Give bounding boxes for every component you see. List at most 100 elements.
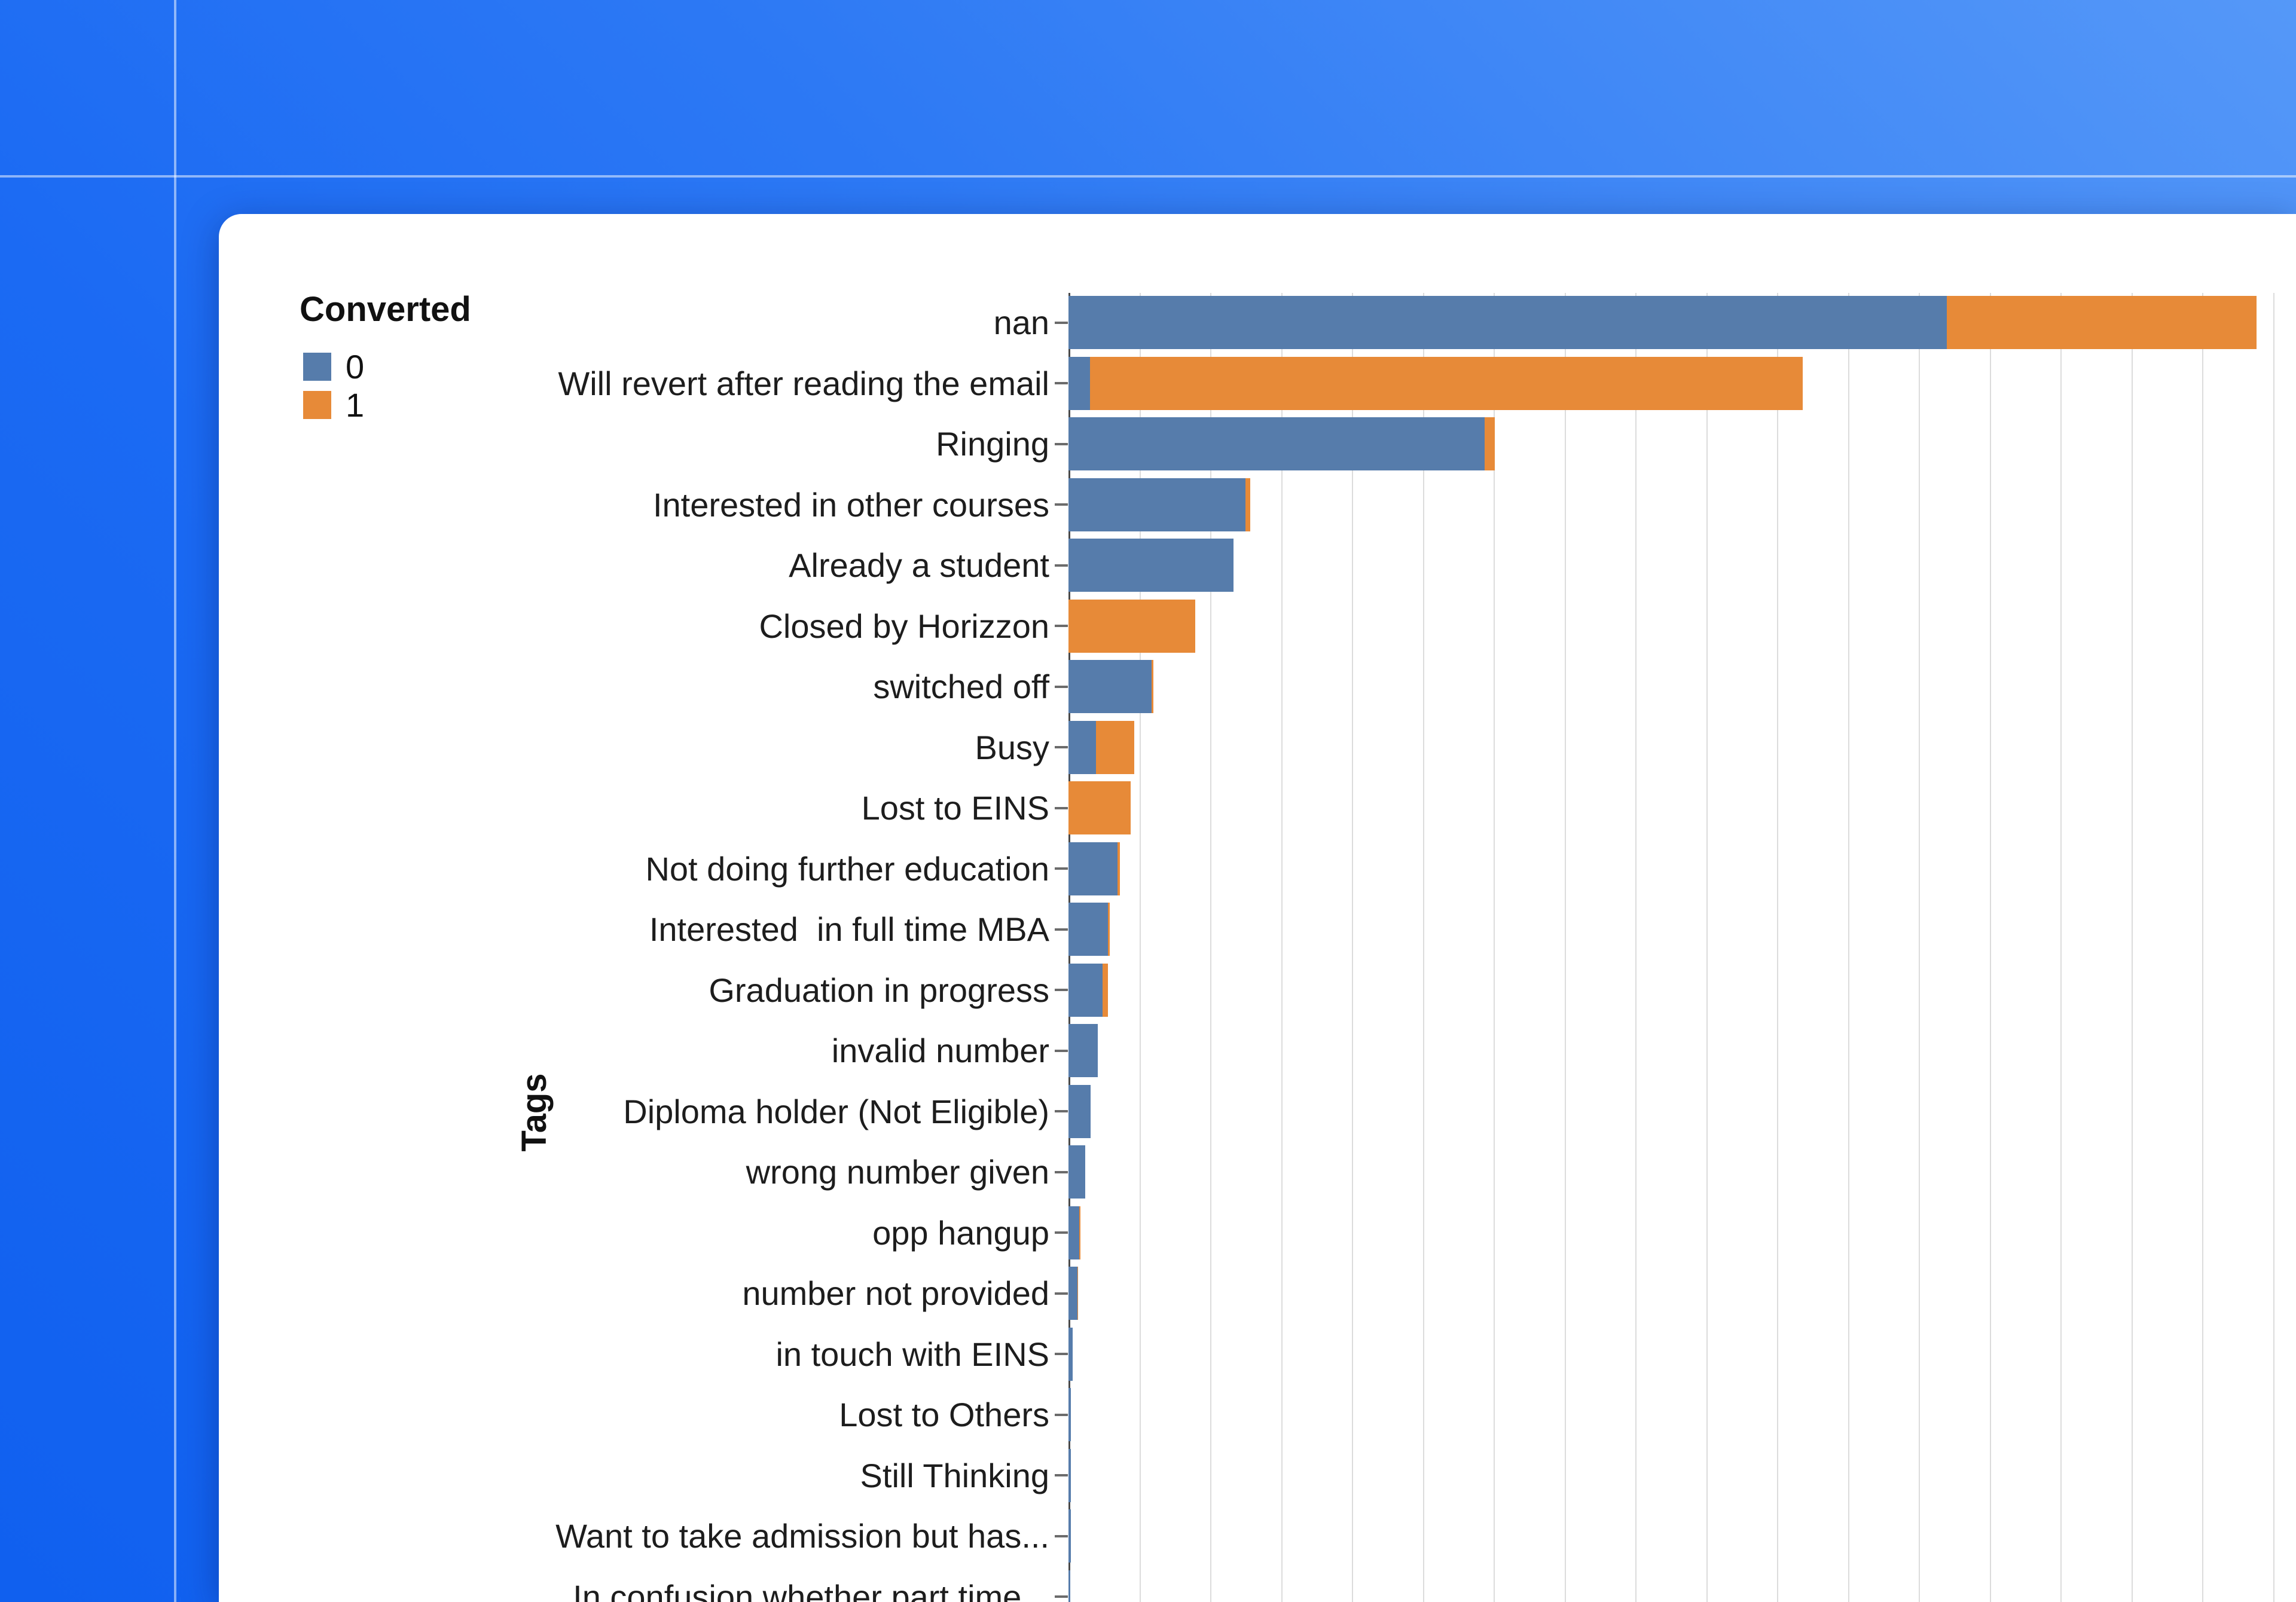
y-tick-mark-icon bbox=[1055, 867, 1068, 870]
y-tick-label: Busy bbox=[975, 728, 1050, 766]
y-tick-mark-icon bbox=[1055, 625, 1068, 627]
bar-converted-1 bbox=[1152, 660, 1154, 713]
y-tick-label: Still Thinking bbox=[860, 1456, 1049, 1494]
bar-converted-0 bbox=[1068, 1206, 1079, 1259]
gridline bbox=[1139, 293, 1141, 1602]
legend-item: 1 bbox=[303, 386, 471, 424]
gridline bbox=[1635, 293, 1636, 1602]
gridline bbox=[2060, 293, 2062, 1602]
chart-card: Converted 0 1 Tags nan Will revert after… bbox=[219, 214, 2296, 1602]
bar-converted-0 bbox=[1068, 296, 1947, 349]
legend-swatch bbox=[303, 352, 331, 381]
y-tick-label: Will revert after reading the email bbox=[558, 364, 1049, 402]
bar-converted-1 bbox=[1103, 963, 1108, 1017]
bar-converted-0 bbox=[1068, 1267, 1077, 1320]
bar-converted-1 bbox=[1089, 356, 1803, 410]
bar-converted-1 bbox=[1118, 842, 1120, 895]
y-tick-label: Interested in other courses bbox=[652, 485, 1049, 524]
bar-converted-0 bbox=[1068, 963, 1103, 1017]
bar-converted-0 bbox=[1068, 1570, 1070, 1602]
gridline bbox=[1210, 293, 1211, 1602]
horizontal-guide-line bbox=[0, 175, 2296, 178]
bar-converted-1 bbox=[1077, 1267, 1078, 1320]
y-tick-label: opp hangup bbox=[872, 1213, 1049, 1252]
bar-converted-0 bbox=[1068, 539, 1234, 592]
y-tick-label: Not doing further education bbox=[645, 849, 1049, 888]
y-tick-label: switched off bbox=[873, 668, 1049, 705]
gridline bbox=[1564, 293, 1566, 1602]
y-tick-label: Want to take admission but has... bbox=[555, 1517, 1049, 1555]
legend-title: Converted bbox=[300, 290, 471, 329]
gridline bbox=[1706, 293, 1708, 1602]
bar-converted-1 bbox=[1068, 599, 1196, 653]
legend-swatch bbox=[303, 390, 331, 419]
y-tick-mark-icon bbox=[1055, 1353, 1068, 1355]
bar-converted-1 bbox=[1068, 781, 1131, 834]
bar-converted-0 bbox=[1068, 1024, 1098, 1077]
gridline bbox=[2273, 293, 2274, 1602]
y-tick-label: Ringing bbox=[936, 425, 1049, 463]
bar-converted-1 bbox=[1484, 417, 1495, 470]
y-tick-label: Already a student bbox=[789, 546, 1049, 584]
bar-converted-1 bbox=[1079, 1206, 1080, 1259]
y-tick-mark-icon bbox=[1055, 1474, 1068, 1476]
y-tick-mark-icon bbox=[1055, 989, 1068, 991]
gridline bbox=[1352, 293, 1353, 1602]
gridline bbox=[2131, 293, 2133, 1602]
y-tick-mark-icon bbox=[1055, 1292, 1068, 1295]
y-tick-label: Closed by Horizzon bbox=[759, 607, 1049, 645]
y-tick-mark-icon bbox=[1055, 685, 1068, 688]
y-tick-mark-icon bbox=[1055, 321, 1068, 324]
gridline bbox=[1989, 293, 1991, 1602]
y-tick-label: In confusion whether part time... bbox=[573, 1577, 1049, 1602]
bar-converted-0 bbox=[1068, 660, 1152, 713]
y-tick-label: invalid number bbox=[831, 1032, 1049, 1069]
y-tick-mark-icon bbox=[1055, 1231, 1068, 1234]
bar-converted-0 bbox=[1068, 478, 1246, 531]
gridline bbox=[1848, 293, 1849, 1602]
bar-converted-0 bbox=[1068, 842, 1118, 895]
y-tick-label: Lost to Others bbox=[839, 1396, 1049, 1433]
bar-converted-0 bbox=[1068, 720, 1096, 774]
y-tick-mark-icon bbox=[1055, 1413, 1068, 1416]
gridline bbox=[1777, 293, 1778, 1602]
vertical-guide-line bbox=[174, 0, 176, 1602]
y-tick-label: nan bbox=[993, 304, 1049, 341]
y-tick-label: Interested in full time MBA bbox=[649, 910, 1049, 948]
y-tick-mark-icon bbox=[1055, 1170, 1068, 1173]
bar-converted-0 bbox=[1068, 1448, 1071, 1502]
legend-item-label: 0 bbox=[346, 347, 365, 386]
bar-converted-1 bbox=[1947, 296, 2257, 349]
legend: Converted 0 1 bbox=[300, 289, 471, 424]
bar-converted-1 bbox=[1095, 720, 1135, 774]
gridline bbox=[1422, 293, 1424, 1602]
bar-converted-0 bbox=[1068, 1509, 1071, 1563]
y-tick-mark-icon bbox=[1055, 564, 1068, 567]
y-tick-mark-icon bbox=[1055, 1534, 1068, 1537]
bar-converted-0 bbox=[1068, 417, 1485, 470]
bar-converted-0 bbox=[1068, 1084, 1091, 1138]
y-tick-label: wrong number given bbox=[746, 1153, 1049, 1191]
legend-items: 0 1 bbox=[300, 347, 471, 424]
bar-converted-0 bbox=[1068, 1327, 1073, 1381]
legend-item: 0 bbox=[303, 347, 471, 386]
bar-converted-0 bbox=[1068, 903, 1108, 956]
y-tick-label: Diploma holder (Not Eligible) bbox=[623, 1092, 1049, 1130]
y-tick-mark-icon bbox=[1055, 928, 1068, 931]
y-tick-label: number not provided bbox=[742, 1274, 1049, 1312]
bar-converted-0 bbox=[1068, 1145, 1085, 1199]
gridline bbox=[1919, 293, 1920, 1602]
gridline bbox=[2202, 293, 2203, 1602]
legend-item-label: 1 bbox=[346, 386, 365, 424]
bar-converted-0 bbox=[1068, 356, 1090, 410]
bar-converted-1 bbox=[1107, 903, 1110, 956]
y-tick-mark-icon bbox=[1055, 806, 1068, 809]
bar-converted-0 bbox=[1068, 1388, 1071, 1441]
y-tick-label: Graduation in progress bbox=[709, 971, 1049, 1009]
y-tick-label: Lost to EINS bbox=[861, 789, 1049, 827]
y-tick-mark-icon bbox=[1055, 442, 1068, 445]
y-tick-mark-icon bbox=[1055, 382, 1068, 384]
y-tick-mark-icon bbox=[1055, 1595, 1068, 1598]
y-tick-mark-icon bbox=[1055, 746, 1068, 748]
